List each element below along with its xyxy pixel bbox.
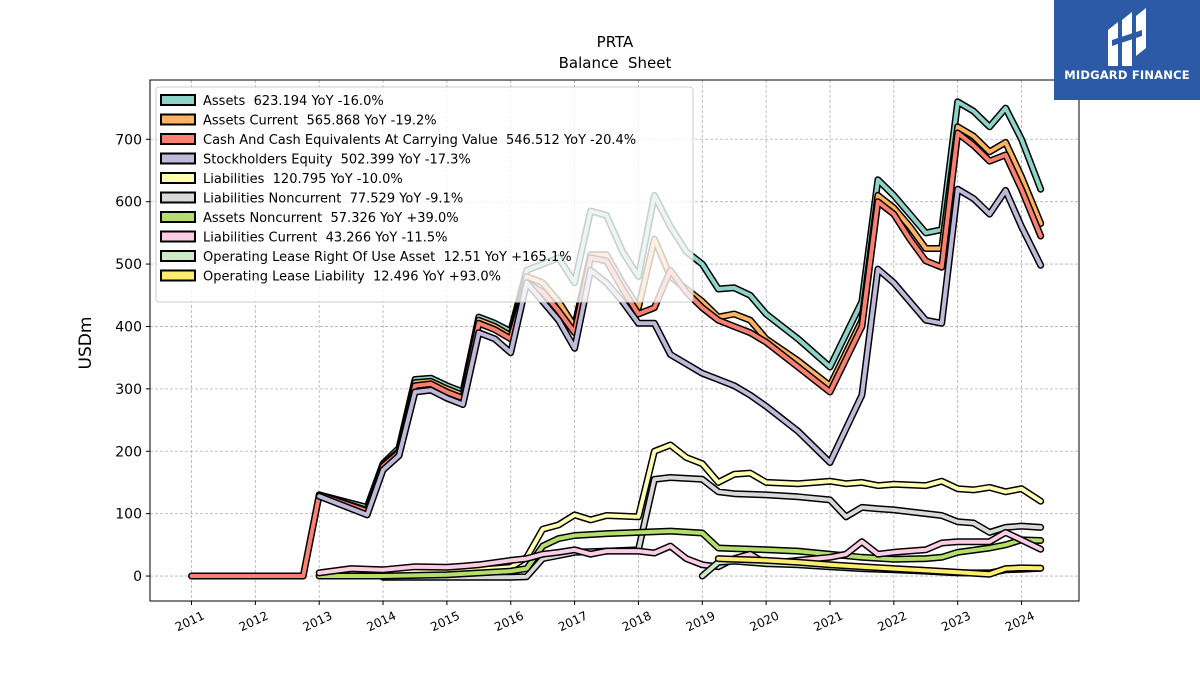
legend-box <box>155 86 694 303</box>
series-10 <box>714 555 1045 578</box>
x-tick-label: 2016 <box>492 609 526 635</box>
legend-label: Liabilities Noncurrent 77.529 YoY -9.1% <box>203 192 463 207</box>
y-axis-ticks: 0 100 200 300 400 500 600 700 <box>115 132 150 585</box>
legend-swatch <box>160 133 196 145</box>
legend-swatch <box>160 230 196 243</box>
series-5 <box>315 441 1045 579</box>
plot-frame <box>149 79 1080 602</box>
y-tick-label: 700 <box>115 132 142 148</box>
x-tick-label: 2024 <box>1003 609 1037 635</box>
series-7 <box>315 527 1045 580</box>
x-tick-label: 2012 <box>237 609 271 635</box>
chart-subtitle: Balance Sheet <box>559 54 672 72</box>
series-line <box>381 475 1043 580</box>
chart-title: PRTA <box>597 33 634 51</box>
legend-swatch <box>160 250 196 262</box>
x-tick-label: 2011 <box>173 609 207 635</box>
series-3 <box>188 129 1045 580</box>
legend-swatch <box>160 172 196 184</box>
x-tick-label: 2018 <box>620 609 654 635</box>
series-line <box>317 187 1043 517</box>
legend-label: Cash And Cash Equivalents At Carrying Va… <box>203 133 636 148</box>
legend-label: Assets Noncurrent 57.326 YoY +39.0% <box>203 211 459 226</box>
y-tick-label: 600 <box>115 195 142 211</box>
legend-label: Assets Current 565.868 YoY -19.2% <box>203 114 437 129</box>
series-line <box>317 443 1043 577</box>
legend-swatch <box>160 94 196 106</box>
legend-swatch <box>160 113 196 126</box>
series-line <box>189 131 1043 578</box>
brand-name: MIDGARD FINANCE <box>1064 68 1190 82</box>
legend-label: Operating Lease Right Of Use Asset 12.51… <box>203 250 572 265</box>
y-axis-label: USDm <box>76 317 96 370</box>
legend-label: Liabilities 120.795 YoY -10.0% <box>203 172 403 187</box>
series-layer <box>188 98 1045 581</box>
legend-label: Operating Lease Liability 12.496 YoY +93… <box>203 270 501 285</box>
legend-label: Stockholders Equity 502.399 YoY -17.3% <box>203 153 471 168</box>
series-line <box>716 556 1043 577</box>
legend-swatch <box>160 269 196 282</box>
y-tick-label: 100 <box>115 507 142 523</box>
x-tick-label: 2021 <box>811 609 845 635</box>
series-line <box>317 529 1043 578</box>
y-tick-label: 400 <box>115 319 142 335</box>
x-tick-label: 2019 <box>684 609 718 635</box>
y-tick-label: 500 <box>115 257 142 273</box>
y-tick-label: 300 <box>115 382 142 398</box>
legend: Assets 623.194 YoY -16.0% Assets Current … <box>155 86 694 303</box>
x-tick-label: 2023 <box>939 609 973 635</box>
x-tick-label: 2020 <box>748 609 782 635</box>
legend-swatch <box>160 191 196 204</box>
brand-logo: MIDGARD FINANCE <box>1054 0 1200 100</box>
series-line <box>317 530 1043 575</box>
legend-label: Liabilities Current 43.266 YoY -11.5% <box>203 231 447 246</box>
series-8 <box>315 528 1045 577</box>
brand-mark-icon <box>1108 8 1146 66</box>
y-tick-label: 200 <box>115 444 142 460</box>
x-tick-label: 2017 <box>556 609 590 635</box>
legend-swatch <box>160 211 196 223</box>
x-tick-label: 2015 <box>428 609 462 635</box>
x-tick-label: 2013 <box>301 609 335 635</box>
legend-swatch <box>160 152 196 165</box>
series-4 <box>315 185 1045 519</box>
x-tick-label: 2022 <box>875 609 909 635</box>
x-axis-ticks: 2011 2012 2013 2014 2015 2016 2017 2018 2019 2020… <box>173 601 1037 634</box>
legend-label: Assets 623.194 YoY -16.0% <box>203 94 384 109</box>
series-6 <box>379 474 1045 581</box>
y-tick-label: 0 <box>133 569 142 585</box>
x-tick-label: 2014 <box>365 609 399 635</box>
